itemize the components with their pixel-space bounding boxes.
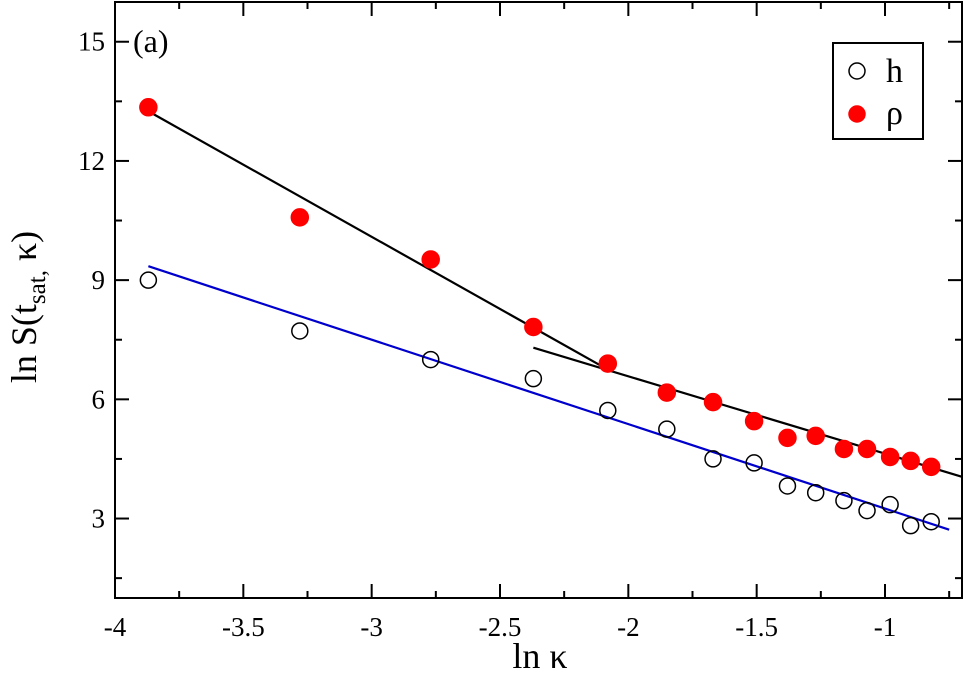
x-tick-label: -3	[360, 612, 383, 642]
rho-data-point	[139, 98, 158, 117]
h-data-point	[835, 491, 853, 510]
legend-box	[832, 42, 924, 140]
x-axis-label: ln κ	[512, 636, 567, 675]
h-data-point	[291, 322, 309, 340]
rho-data-point	[857, 439, 877, 459]
h-data-point	[901, 516, 920, 535]
rho-data-point	[744, 411, 764, 431]
rho-data-point	[921, 457, 941, 477]
legend: h ρ	[832, 42, 924, 140]
y-tick-label: 12	[78, 146, 105, 176]
x-tick-label: -1.5	[735, 612, 778, 642]
rho-data-point	[703, 392, 723, 412]
rho-data-point	[806, 426, 825, 446]
legend-label-h: h	[886, 53, 903, 90]
h-data-point	[704, 450, 722, 468]
legend-label-rho: ρ	[886, 95, 903, 132]
fit-line-3	[148, 265, 950, 531]
axis-ticks	[114, 2, 962, 598]
h-data-point	[524, 369, 543, 388]
y-axis-label: ln S(tsat, κ)	[4, 231, 51, 383]
y-tick-label: 9	[92, 265, 106, 295]
x-tick-label: -3.5	[222, 612, 265, 642]
legend-marker-h	[848, 62, 866, 80]
h-data-point	[599, 401, 617, 420]
h-data-point	[778, 477, 797, 495]
legend-marker-rho	[848, 105, 866, 123]
data-points	[139, 98, 941, 535]
x-tick-label: -4	[104, 612, 127, 642]
h-data-point	[745, 454, 763, 472]
h-data-point	[421, 350, 440, 369]
plot-frame	[114, 1, 963, 599]
rho-data-point	[901, 451, 920, 471]
h-data-point	[658, 420, 676, 438]
rho-data-point	[778, 428, 797, 448]
x-tick-label: -1	[874, 612, 897, 642]
tick-labels: -4 -3.5 -3 -2.5 -2 -1.5 -1 3 6 9 12 15	[78, 27, 896, 642]
x-tick-label: -2	[617, 612, 640, 642]
rho-data-point	[421, 250, 440, 269]
y-axis-label-main: ln S(t	[4, 304, 44, 383]
x-tick-label: -2.5	[479, 612, 522, 642]
rho-data-point	[524, 317, 543, 337]
h-data-point	[881, 495, 899, 514]
y-tick-label: 6	[92, 384, 106, 414]
h-data-point	[806, 483, 825, 502]
h-data-point	[858, 501, 876, 520]
y-axis-label-end: κ)	[4, 231, 44, 270]
rho-data-point	[657, 383, 677, 402]
y-tick-label: 3	[92, 504, 106, 534]
y-tick-label: 15	[78, 27, 105, 57]
rho-data-point	[834, 439, 854, 459]
h-data-point	[139, 271, 158, 289]
panel-label: (a)	[133, 23, 169, 59]
rho-data-point	[598, 354, 618, 373]
rho-data-point	[290, 208, 310, 227]
y-axis-label-sub: sat,	[24, 270, 51, 304]
h-data-point	[922, 512, 940, 531]
fit-lines	[147, 110, 963, 531]
rho-data-point	[880, 447, 900, 467]
